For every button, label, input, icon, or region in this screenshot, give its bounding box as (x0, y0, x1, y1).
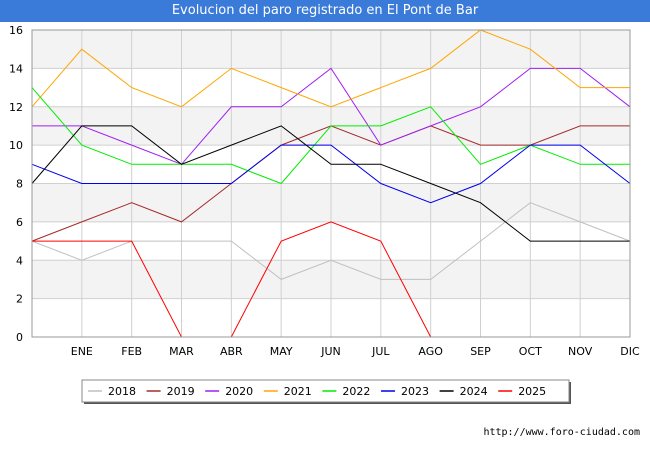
legend-label-2019: 2019 (167, 385, 195, 398)
y-tick-label: 0 (16, 331, 23, 344)
axes: 0 2 4 6 8 10 12 14 16 ENE FEB MAR ABR MAY JUN JUL AGO SEP… (9, 24, 640, 358)
series-line-2023 (31, 144, 631, 204)
legend-label-2023: 2023 (401, 385, 429, 398)
y-tick-label: 10 (9, 139, 23, 152)
x-tick-label: DIC (620, 345, 640, 358)
series-line-2021 (31, 29, 630, 108)
y-tick-label: 2 (16, 293, 23, 306)
x-tick-label: NOV (568, 345, 593, 358)
x-tick-label: JUN (320, 345, 341, 358)
x-tick-label: ABR (220, 345, 243, 358)
legend-label-2020: 2020 (225, 385, 253, 398)
chart-title: Evolucion del paro registrado en El Pont… (0, 0, 650, 22)
x-tick-label: OCT (519, 345, 542, 358)
y-tick-label: 6 (16, 216, 23, 229)
x-tick-label: AGO (418, 345, 443, 358)
footer-url[interactable]: http://www.foro-ciudad.com (483, 427, 640, 438)
legend-label-2018: 2018 (108, 385, 136, 398)
x-tick-label: FEB (121, 345, 142, 358)
y-tick-label: 4 (16, 254, 23, 267)
legend: 2018 2019 2020 2021 2022 2023 2024 2025 (81, 379, 571, 404)
y-tick-label: 8 (16, 178, 23, 191)
x-tick-label: MAY (270, 345, 293, 358)
x-tick-label: MAR (169, 345, 194, 358)
series-line-2020 (32, 67, 631, 165)
x-tick-label: ENE (71, 345, 93, 358)
y-tick-label: 12 (9, 101, 23, 114)
legend-label-2025: 2025 (518, 385, 546, 398)
x-tick-label: SEP (470, 345, 491, 358)
y-tick-label: 14 (9, 62, 23, 75)
series-line-2024 (31, 125, 630, 242)
legend-label-2022: 2022 (342, 385, 370, 398)
legend-label-2024: 2024 (460, 385, 488, 398)
legend-label-2021: 2021 (284, 385, 312, 398)
x-tick-label: JUL (371, 345, 390, 358)
y-tick-label: 16 (9, 24, 23, 37)
plot-border (31, 29, 631, 338)
